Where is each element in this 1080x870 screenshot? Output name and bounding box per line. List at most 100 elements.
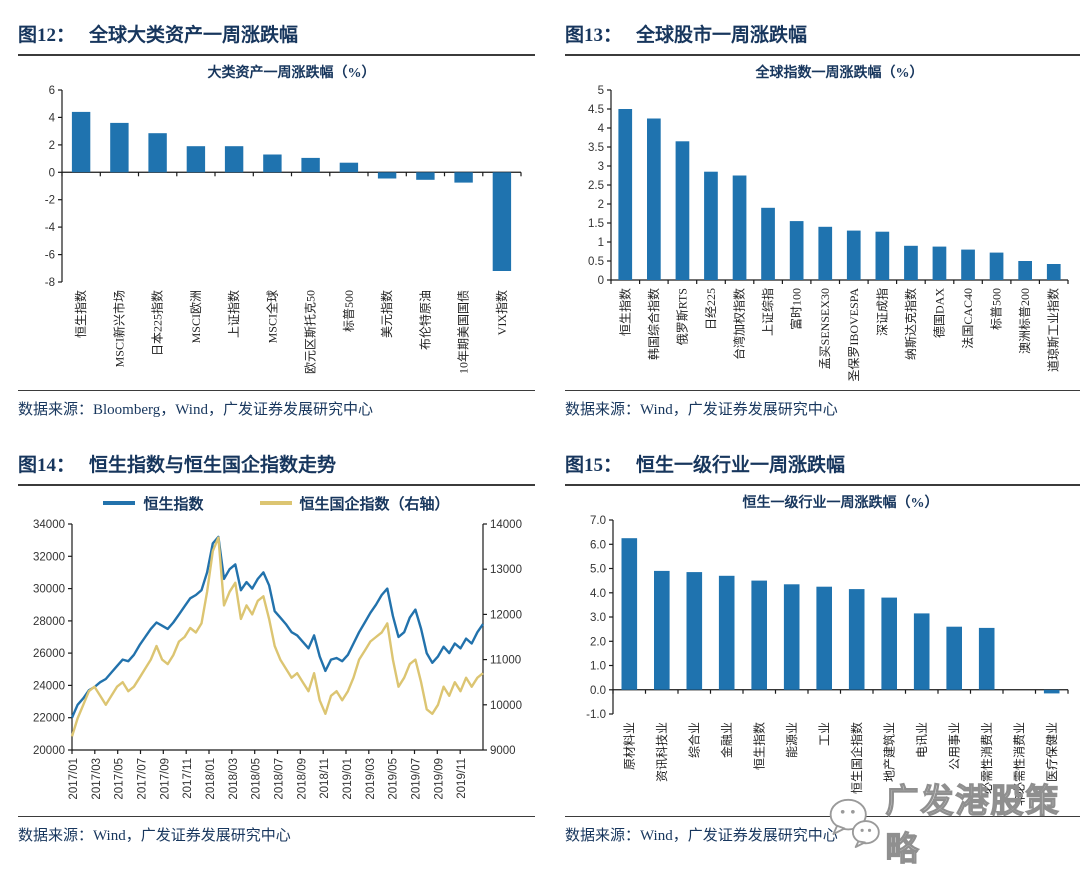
svg-text:3: 3	[598, 161, 604, 173]
line-chart-legend: 恒生指数 恒生国企指数（右轴）	[18, 490, 535, 516]
legend-label-hsi: 恒生指数	[143, 496, 204, 513]
svg-text:圣保罗IBOVESPA: 圣保罗IBOVESPA	[847, 288, 861, 382]
hscei-line-swatch	[259, 501, 292, 505]
figure15-source: 数据来源：Wind，广发证券发展研究中心	[565, 816, 1080, 845]
svg-text:24000: 24000	[33, 680, 65, 692]
svg-text:-6: -6	[45, 250, 55, 262]
svg-text:公用事业: 公用事业	[947, 722, 961, 770]
figure14-title: 恒生指数与恒生国企指数走势	[89, 455, 337, 476]
svg-text:4: 4	[598, 123, 605, 135]
svg-text:深证成指: 深证成指	[874, 288, 889, 336]
figure13-number: 图13：	[565, 25, 623, 46]
svg-text:恒生国企指数: 恒生国企指数	[849, 722, 864, 794]
figure12-source: 数据来源：Bloomberg，Wind，广发证券发展研究中心	[18, 390, 535, 419]
svg-text:3.5: 3.5	[588, 142, 604, 154]
svg-text:10000: 10000	[490, 700, 522, 712]
svg-text:1.5: 1.5	[588, 218, 604, 230]
svg-text:3.0: 3.0	[590, 612, 606, 624]
svg-text:MSCI新兴市场: MSCI新兴市场	[111, 290, 126, 367]
svg-text:-2: -2	[45, 195, 55, 207]
hsi-hscei-line-chart: 34000 32000 30000 28000 26000 24000 22000 20000…	[18, 516, 535, 821]
bar-chart-svg: 恒生一级行业一周涨跌幅（%） 7.0 6.0 5.0 4.0 3.0 2.0 1.0 0.0 -1…	[586, 494, 1069, 806]
svg-text:12000: 12000	[490, 609, 522, 621]
svg-text:2017/03: 2017/03	[91, 758, 103, 800]
svg-text:2: 2	[598, 199, 604, 211]
svg-text:22000: 22000	[33, 713, 65, 725]
figure12-number: 图12：	[18, 25, 76, 46]
svg-text:6.0: 6.0	[590, 539, 606, 551]
svg-text:2019/09: 2019/09	[433, 758, 445, 800]
svg-text:资讯科技业: 资讯科技业	[655, 722, 669, 782]
figure15-title: 恒生一级行业一周涨跌幅	[636, 455, 846, 476]
svg-text:-8: -8	[45, 277, 55, 289]
svg-text:上证指数: 上证指数	[226, 290, 241, 338]
svg-text:日经225: 日经225	[704, 288, 718, 330]
figure12-source-text: 数据来源：Bloomberg，Wind，广发证券发展研究中心	[18, 402, 373, 418]
svg-text:2: 2	[49, 140, 55, 152]
svg-text:2019/05: 2019/05	[388, 758, 400, 800]
global-index-bar-chart: 全球指数一周涨跌幅（%） 5 4.5 4 3.5 3 2.5 2 1.5 1 0.5 0 恒生指数 韩国综…	[565, 60, 1080, 395]
svg-text:26000: 26000	[33, 648, 65, 660]
svg-text:0.5: 0.5	[588, 256, 604, 268]
svg-text:2.5: 2.5	[588, 180, 604, 192]
svg-text:-1.0: -1.0	[586, 709, 606, 721]
bar-chart-svg: 全球指数一周涨跌幅（%） 5 4.5 4 3.5 3 2.5 2 1.5 1 0.5 0 恒生指数 韩国综…	[588, 64, 1069, 382]
watermark-text: 广发港股策略	[885, 783, 1061, 868]
svg-text:2019/11: 2019/11	[456, 758, 468, 799]
hs-industry-bar-chart: 恒生一级行业一周涨跌幅（%） 7.0 6.0 5.0 4.0 3.0 2.0 1.0 0.0 -1…	[565, 490, 1080, 819]
figure14-panel: 图14： 恒生指数与恒生国企指数走势 恒生指数 恒生国企指数（右轴） 34000 3…	[18, 450, 535, 845]
figure13-chart-area: 全球指数一周涨跌幅（%） 5 4.5 4 3.5 3 2.5 2 1.5 1 0.5 0 恒生指数 韩国综…	[565, 56, 1080, 390]
figure12-panel: 图12： 全球大类资产一周涨跌幅 大类资产一周涨跌幅（%） 6 4 2 0 -2 -4 -6 -8…	[18, 20, 535, 419]
svg-text:德国DAX: 德国DAX	[932, 288, 947, 338]
legend-item-hscei: 恒生国企指数（右轴）	[259, 493, 450, 514]
svg-text:2.0: 2.0	[590, 636, 606, 648]
svg-text:澳洲标普200: 澳洲标普200	[1018, 288, 1032, 354]
svg-text:MSCI欧洲: MSCI欧洲	[189, 290, 203, 343]
figure13-title: 全球股市一周涨跌幅	[636, 25, 808, 46]
svg-text:金融业: 金融业	[719, 722, 734, 758]
svg-text:5.0: 5.0	[590, 564, 606, 576]
figure13-header: 图13： 全球股市一周涨跌幅	[565, 20, 1080, 56]
svg-text:上证综指: 上证综指	[760, 288, 775, 336]
svg-text:VIX指数: VIX指数	[494, 290, 509, 335]
svg-text:2018/01: 2018/01	[205, 758, 217, 800]
svg-text:恒生一级行业一周涨跌幅（%）: 恒生一级行业一周涨跌幅（%）	[743, 494, 939, 511]
figure14-source: 数据来源：Wind，广发证券发展研究中心	[18, 816, 535, 845]
svg-text:4: 4	[49, 112, 56, 124]
svg-text:10年期美国国债: 10年期美国国债	[457, 290, 471, 374]
svg-text:孟买SENSEX30: 孟买SENSEX30	[818, 288, 832, 369]
figure14-source-text: 数据来源：Wind，广发证券发展研究中心	[18, 828, 291, 844]
svg-text:2017/01: 2017/01	[68, 758, 80, 800]
svg-text:0.0: 0.0	[590, 685, 606, 697]
svg-text:富时100: 富时100	[789, 288, 804, 330]
svg-text:工业: 工业	[817, 722, 831, 746]
svg-text:2018/07: 2018/07	[274, 758, 286, 800]
legend-item-hsi: 恒生指数	[103, 493, 204, 514]
hsi-line-swatch	[103, 501, 136, 505]
svg-text:标普500: 标普500	[342, 290, 356, 332]
svg-text:2017/07: 2017/07	[137, 758, 149, 800]
figure13-source-text: 数据来源：Wind，广发证券发展研究中心	[565, 402, 838, 418]
watermark: 广发港股策略	[826, 774, 1080, 870]
svg-text:7.0: 7.0	[590, 515, 606, 527]
svg-text:1: 1	[598, 237, 604, 249]
svg-text:30000: 30000	[33, 584, 65, 596]
figure13-source: 数据来源：Wind，广发证券发展研究中心	[565, 390, 1080, 419]
svg-text:原材料业: 原材料业	[622, 722, 636, 770]
svg-text:9000: 9000	[490, 745, 516, 757]
svg-text:医疗保健业: 医疗保健业	[1045, 722, 1059, 782]
line-chart-svg: 34000 32000 30000 28000 26000 24000 22000 20000…	[33, 519, 522, 800]
svg-text:20000: 20000	[33, 745, 65, 757]
svg-text:2019/07: 2019/07	[411, 758, 423, 800]
svg-text:恒生指数: 恒生指数	[73, 290, 88, 338]
svg-text:0: 0	[598, 275, 604, 287]
svg-text:2018/05: 2018/05	[251, 758, 263, 800]
svg-text:道琼斯工业指数: 道琼斯工业指数	[1046, 288, 1061, 372]
svg-text:地产建筑业: 地产建筑业	[881, 722, 896, 782]
svg-text:0: 0	[49, 167, 55, 179]
svg-text:6: 6	[49, 85, 55, 97]
svg-text:标普500: 标普500	[990, 288, 1004, 330]
figure15-header: 图15： 恒生一级行业一周涨跌幅	[565, 450, 1080, 486]
svg-text:非必需性消费业: 非必需性消费业	[1012, 722, 1026, 806]
